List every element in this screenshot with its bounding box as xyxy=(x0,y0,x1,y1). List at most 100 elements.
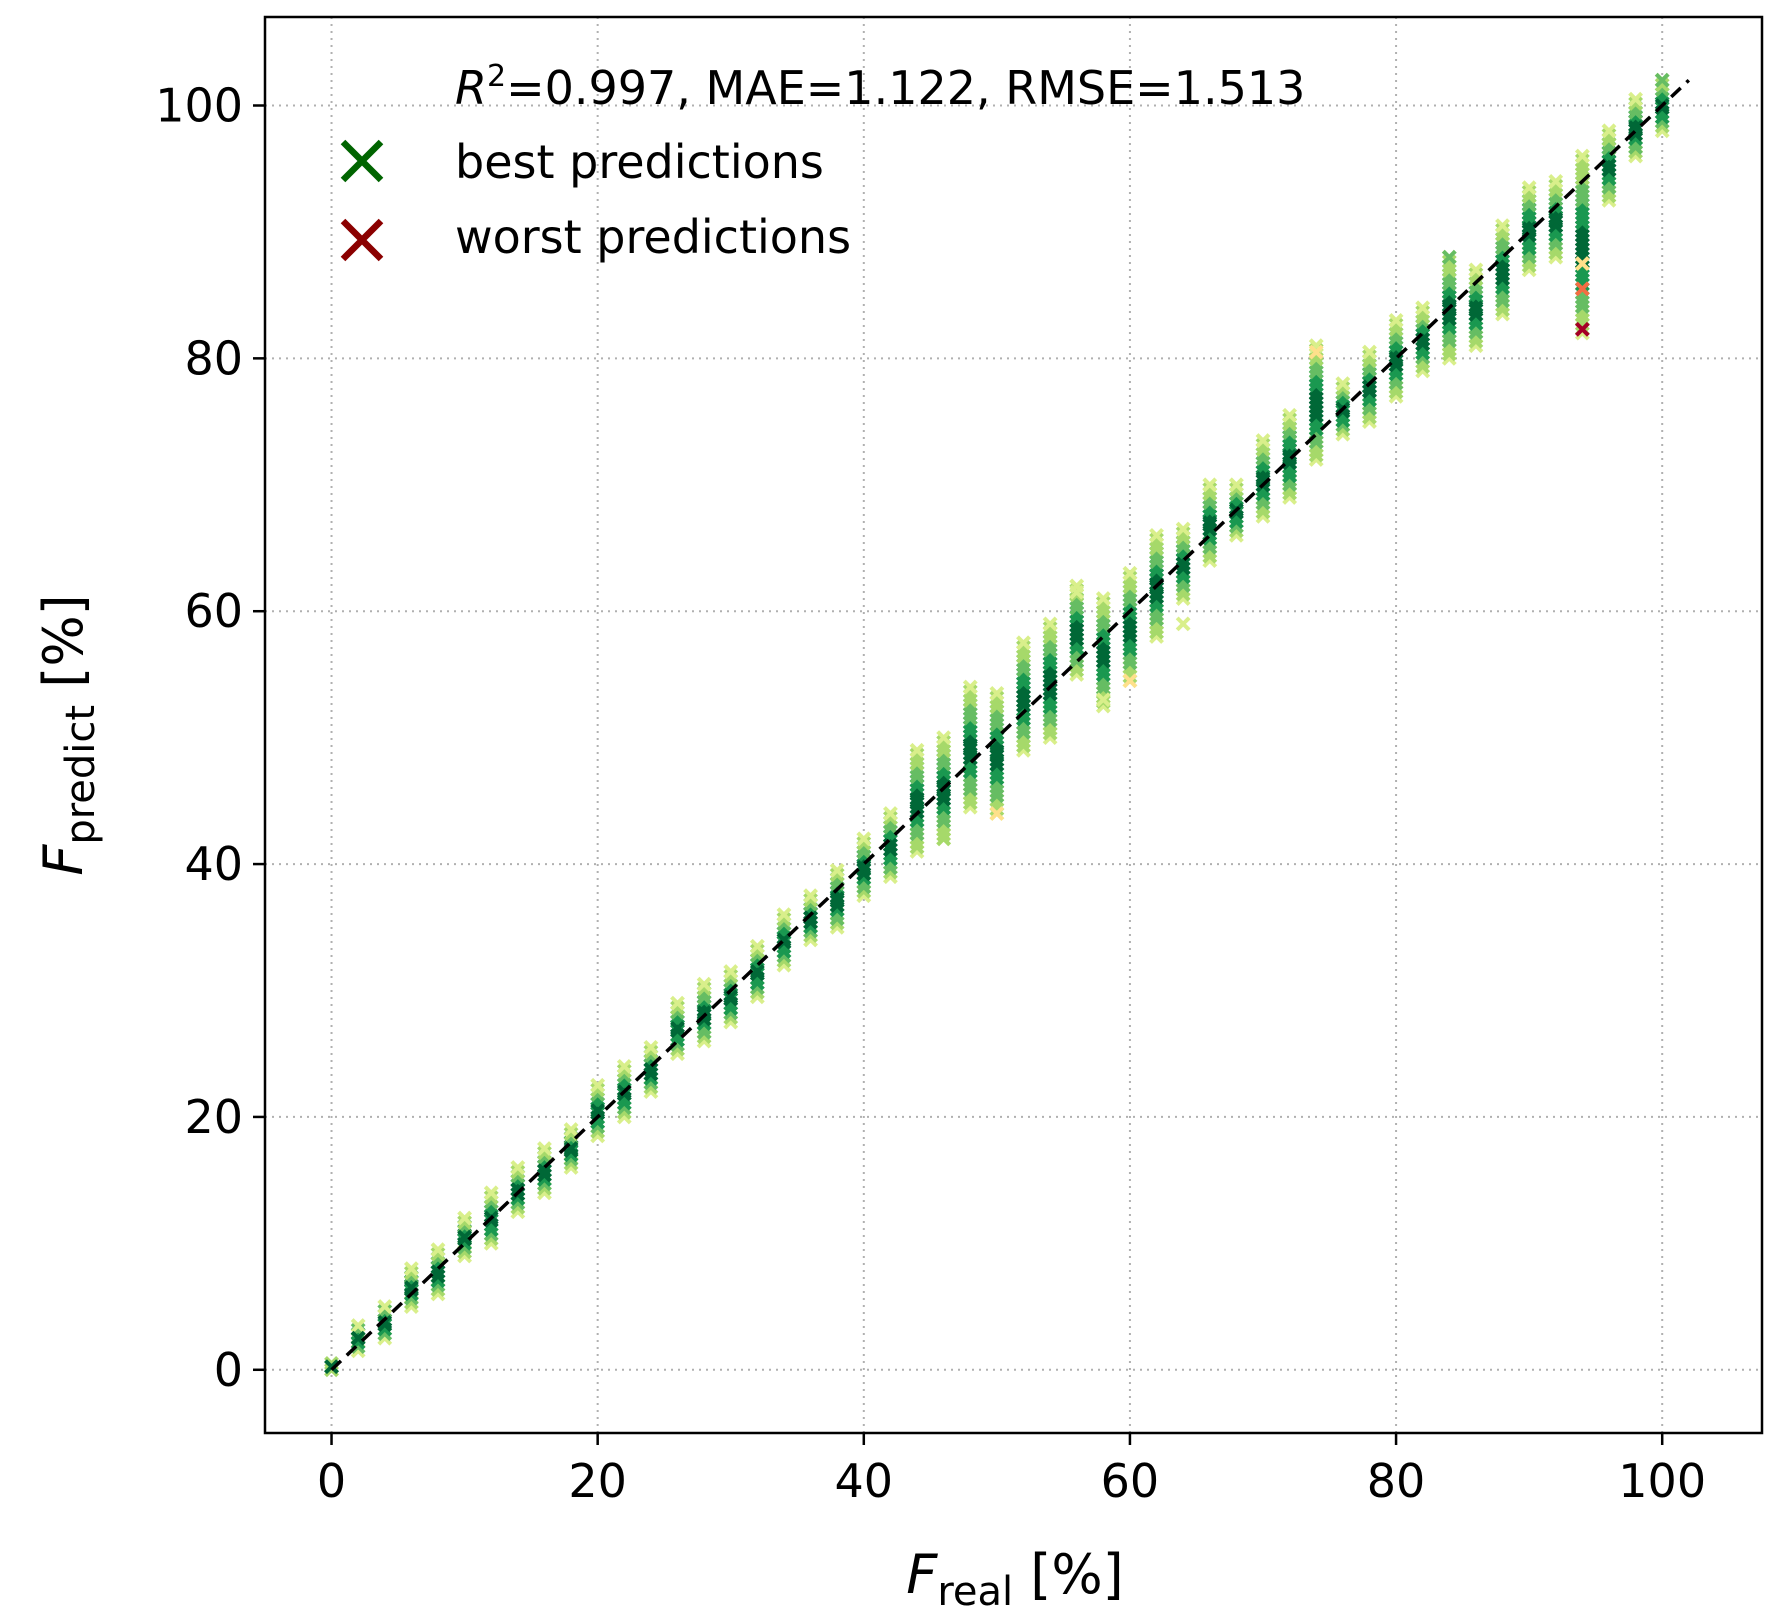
scatter-point xyxy=(1175,616,1191,632)
scatter-point xyxy=(670,1000,685,1016)
scatter-point xyxy=(616,1063,632,1079)
scatter-point xyxy=(403,1265,419,1281)
scatter-point xyxy=(1095,595,1111,611)
scatter-point xyxy=(1574,281,1590,297)
scatter-point xyxy=(989,746,1005,761)
scatter-point xyxy=(483,1185,499,1201)
scatter-point xyxy=(909,793,925,809)
scatter-point xyxy=(430,1242,446,1258)
y-tick-label: 0 xyxy=(214,1343,243,1397)
x-tick-label: 0 xyxy=(317,1454,346,1508)
scatter-point xyxy=(350,1330,366,1346)
scatter-point xyxy=(1521,184,1537,200)
scatter-point xyxy=(1308,395,1324,411)
scatter-point xyxy=(1654,72,1670,88)
scatter-point xyxy=(803,888,818,904)
y-axis-label: Fpredict [%] xyxy=(32,594,104,875)
scatter-point xyxy=(1388,313,1404,328)
scatter-point xyxy=(1574,256,1590,271)
scatter-point xyxy=(803,892,818,908)
x-axis-label-main: F xyxy=(906,1543,938,1606)
scatter-point xyxy=(962,739,978,755)
plot-frame xyxy=(263,15,1764,1435)
grid-lines xyxy=(265,17,1762,1433)
scatter-point xyxy=(537,1163,552,1179)
scatter-point xyxy=(1362,348,1377,364)
scatter-point xyxy=(1495,218,1510,234)
scatter-point xyxy=(537,1145,552,1161)
scatter-point xyxy=(1335,376,1351,392)
scatter-point xyxy=(723,964,739,979)
scatter-point xyxy=(350,1318,366,1333)
scatter-point xyxy=(1202,515,1218,531)
scatter-point xyxy=(989,690,1005,706)
scatter-point xyxy=(1175,556,1191,572)
metrics-r2-symbol: R xyxy=(455,61,487,115)
scatter-point xyxy=(1175,521,1191,537)
scatter-point xyxy=(510,1164,526,1180)
scatter-point xyxy=(643,1044,659,1060)
scatter-point xyxy=(723,968,739,984)
scatter-point xyxy=(1016,689,1031,704)
scatter-point xyxy=(403,1261,419,1277)
scatter-point xyxy=(1282,407,1298,423)
scatter-point xyxy=(1282,412,1298,427)
scatter-point xyxy=(1468,262,1484,278)
x-tick-label: 100 xyxy=(1618,1454,1706,1508)
scatter-point xyxy=(563,1122,579,1137)
x-tick-label: 60 xyxy=(1101,1454,1160,1508)
scatter-point xyxy=(1202,477,1218,493)
scatter-point xyxy=(1069,622,1085,638)
scatter-point xyxy=(377,1299,393,1314)
y-tick-label: 80 xyxy=(184,331,243,385)
scatter-point xyxy=(936,831,952,847)
scatter-point xyxy=(1441,249,1457,265)
scatter-point xyxy=(936,734,952,750)
scatter-point xyxy=(696,1005,712,1021)
scatter-point xyxy=(1548,173,1564,189)
scatter-point xyxy=(882,806,898,821)
scatter-point xyxy=(856,835,872,851)
scatter-point xyxy=(1228,481,1244,497)
scatter-point xyxy=(1415,300,1431,316)
scatter-point xyxy=(856,831,872,847)
scatter-point xyxy=(1521,221,1537,237)
scatter-point xyxy=(749,964,765,979)
scatter-point xyxy=(1228,477,1244,493)
scatter-point xyxy=(829,891,845,907)
scatter-point xyxy=(1388,317,1404,333)
scatter-point xyxy=(936,730,952,746)
legend-label-worst: worst predictions xyxy=(455,210,851,264)
scatter-point xyxy=(1601,127,1617,143)
scatter-point xyxy=(590,1082,606,1098)
scatter-point xyxy=(457,1214,473,1230)
scatter-point xyxy=(1362,344,1377,360)
scatter-point xyxy=(1282,448,1298,464)
legend-marker-worst xyxy=(340,218,384,262)
y-axis-label-unit: [%] xyxy=(32,594,95,705)
scatter-point xyxy=(856,859,872,875)
x-tick-label: 20 xyxy=(568,1454,627,1508)
scatter-point xyxy=(430,1246,446,1262)
scatter-point xyxy=(510,1182,526,1198)
y-tick-label: 100 xyxy=(155,79,243,133)
y-axis-label-sub: predict xyxy=(58,705,104,845)
scatter-point xyxy=(1654,77,1670,93)
scatter-point xyxy=(989,685,1005,701)
scatter-point xyxy=(989,806,1005,821)
scatter-point xyxy=(1308,344,1324,360)
scatter-point xyxy=(829,867,845,883)
scatter-point xyxy=(776,911,792,927)
scatter-point xyxy=(1495,262,1510,278)
scatter-point xyxy=(696,976,712,992)
scatter-point xyxy=(537,1141,552,1156)
x-axis-label-sub: real xyxy=(937,1569,1013,1615)
x-tick-label: 40 xyxy=(835,1454,894,1508)
scatter-point xyxy=(1468,300,1484,316)
scatter-point xyxy=(1521,180,1537,196)
scatter-point xyxy=(377,1303,393,1319)
scatter-point xyxy=(324,1359,339,1375)
x-axis-ticks: 0 20 40 60 80 100 xyxy=(317,1433,1706,1508)
scatter-point xyxy=(1548,178,1564,194)
